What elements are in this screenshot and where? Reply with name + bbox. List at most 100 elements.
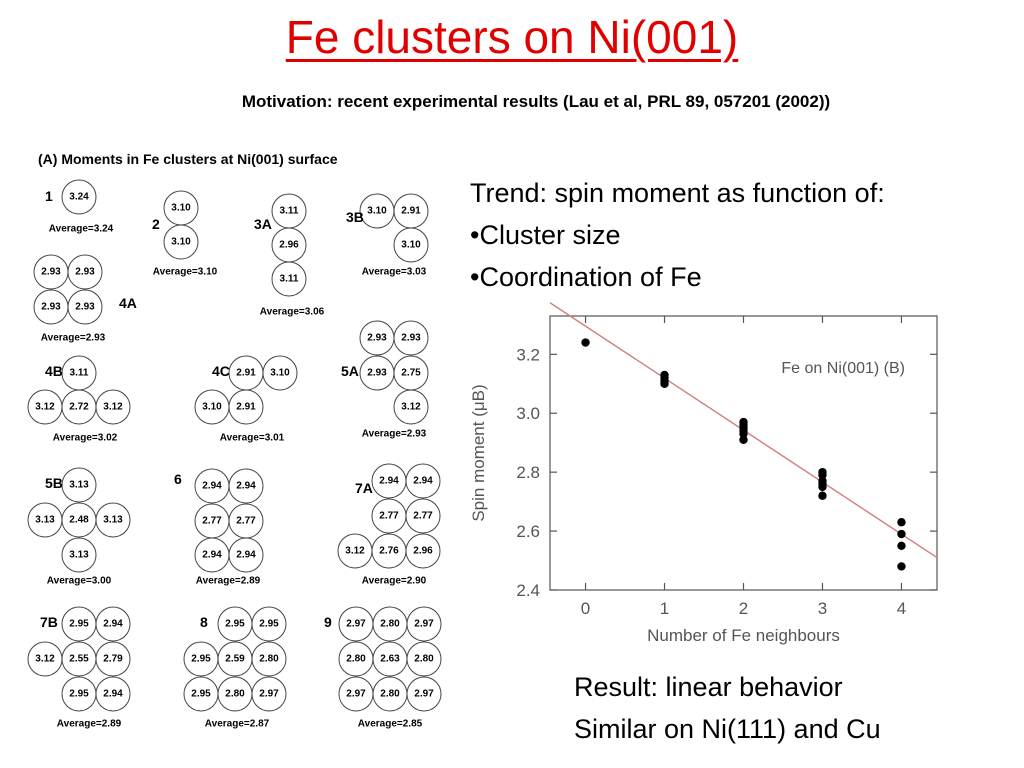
atom-moment-value: 2.95 [225,619,245,630]
data-point [897,518,906,527]
atom-moment-value: 2.93 [75,267,95,278]
motivation-subtitle: Motivation: recent experimental results … [241,92,831,111]
atom-moment-value: 2.91 [236,402,256,413]
trend-bullet-coordination: •Coordination of Fe [470,262,702,292]
data-point [818,491,827,500]
atom-moment-value: 2.63 [380,654,400,665]
data-point [660,370,669,380]
data-point [818,467,827,477]
atom-moment-value: 2.72 [69,402,89,413]
cluster-5b: 3.13 3.13 2.48 3.13 3.13 5B Average=3.00 [27,467,131,587]
data-point [818,476,827,486]
slide-title: Fe clusters on Ni(001) [285,11,739,63]
trend-text: Trend: spin moment as function of: •Clus… [470,172,885,298]
atom-moment-value: 2.80 [346,654,366,665]
cluster-average: Average=3.10 [153,267,218,278]
plot-annotation: Fe on Ni(001) (B) [781,360,905,377]
atom-circle [262,355,298,391]
atom-circle [228,468,264,504]
result-line: Result: linear behavior [574,672,843,702]
atom-moment-value: 2.76 [379,546,399,557]
atom-moment-value: 2.94 [379,476,399,487]
atom-moment-value: 2.93 [41,302,61,313]
cluster-7b: 2.95 2.94 3.12 2.55 2.79 2.95 2.94 7B Average=2.… [27,606,131,730]
cluster-average: Average=3.24 [49,224,114,235]
atom-moment-value: 3.10 [367,206,387,217]
atom-moment-value: 2.59 [225,654,245,665]
cluster-label: 3B [346,209,364,225]
x-axis-label: Number of Fe neighbours [647,626,840,645]
plot-frame [549,315,938,591]
cluster-4c: 2.91 3.10 3.10 2.91 4C Average=3.01 [194,355,298,444]
x-tick-label: 2 [739,599,748,618]
atom-moment-value: 3.24 [69,192,89,203]
atom-moment-value: 3.10 [401,240,421,251]
atom-moment-value: 2.80 [259,654,279,665]
x-tick-label: 1 [660,599,669,618]
atom-moment-value: 3.10 [171,237,191,248]
cluster-5a: 2.93 2.93 2.93 2.75 3.12 5A Average=2.93 [341,320,429,440]
atom-moment-value: 3.10 [171,203,191,214]
clusters-heading: (A) Moments in Fe clusters at Ni(001) su… [38,151,338,167]
cluster-label: 7A [355,480,373,496]
atom-circle [163,224,199,260]
cluster-average: Average=2.93 [41,333,106,344]
cluster-label: 9 [324,614,332,630]
atom-circle [251,676,287,712]
atom-moment-value: 2.94 [413,476,433,487]
atom-moment-value: 2.97 [414,619,434,630]
cluster-average: Average=2.85 [358,719,423,730]
atom-moment-value: 2.93 [401,333,421,344]
y-tick-label: 3.0 [516,404,540,423]
x-tick-label: 4 [897,599,906,618]
atom-circle [271,261,307,297]
atom-moment-value: 2.94 [202,550,222,561]
atom-moment-value: 2.95 [69,619,89,630]
result-text: Result: linear behavior Similar on Ni(11… [574,666,881,750]
atom-circle [406,606,442,642]
atom-moment-value: 2.80 [380,619,400,630]
atom-moment-value: 2.97 [414,689,434,700]
data-point [739,435,748,444]
atom-circle [95,641,131,677]
cluster-label: 4C [212,363,230,379]
atom-moment-value: 2.94 [236,550,256,561]
atom-circle [405,533,441,569]
clusters-figure: (A) Moments in Fe clusters at Ni(001) su… [27,151,442,730]
atom-moment-value: 2.97 [346,689,366,700]
data-point [897,562,906,571]
atom-circle [61,537,97,573]
atom-moment-value: 3.10 [270,368,290,379]
atom-moment-value: 2.80 [414,654,434,665]
cluster-label: 8 [200,614,208,630]
cluster-average: Average=2.89 [196,576,261,587]
atom-moment-value: 3.10 [202,402,222,413]
atom-circle [393,320,429,356]
atom-moment-value: 2.80 [225,689,245,700]
atom-circle [406,676,442,712]
atom-moment-value: 2.95 [191,689,211,700]
y-tick-label: 3.2 [516,345,540,364]
atom-moment-value: 3.11 [280,206,299,217]
cluster-average: Average=2.87 [205,719,270,730]
atom-moment-value: 3.12 [345,546,365,557]
atom-moment-value: 3.13 [69,550,89,561]
atom-moment-value: 2.75 [401,368,421,379]
x-tick-label: 3 [818,599,827,618]
y-tick-label: 2.8 [516,463,540,482]
atom-moment-value: 3.11 [70,368,89,379]
atom-moment-value: 2.94 [202,481,222,492]
cluster-average: Average=3.01 [220,433,285,444]
spin-moment-chart: 2.4 2.6 2.8 3.0 3.2 0 1 2 3 4 Number of Fe neighb… [469,302,938,645]
trend-bullet-cluster-size: •Cluster size [470,220,621,250]
atom-circle [61,467,97,503]
data-point [581,338,590,347]
cluster-8: 2.95 2.95 2.95 2.59 2.80 2.95 2.80 2.97 8 Average… [183,606,287,730]
cluster-average: Average=3.02 [53,433,118,444]
data-point [897,529,906,539]
cluster-7a: 2.94 2.94 2.77 2.77 3.12 2.76 2.96 7A Average=2.… [337,463,441,587]
result-line-similar: Similar on Ni(111) and Cu [574,714,881,744]
cluster-label: 7B [40,614,58,630]
cluster-average: Average=2.89 [57,719,122,730]
atom-circle [393,227,429,263]
